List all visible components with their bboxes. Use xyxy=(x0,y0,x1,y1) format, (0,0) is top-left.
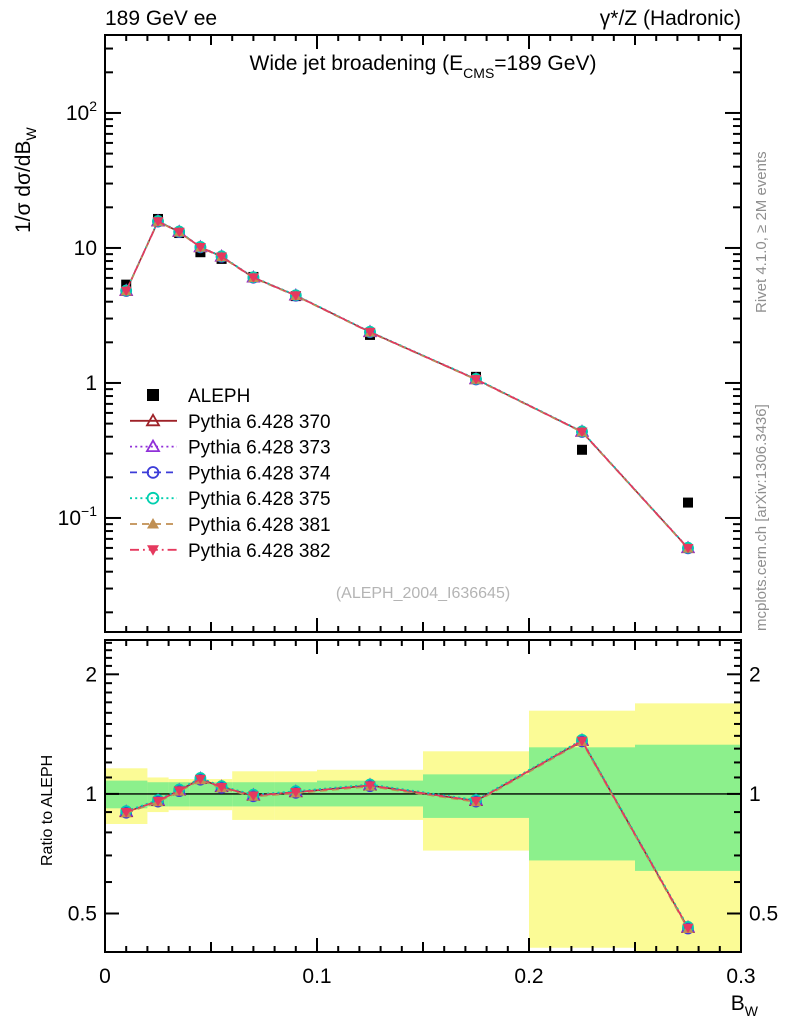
ratio-error-bands xyxy=(105,703,741,952)
legend-marker-circle-open xyxy=(146,491,160,505)
ratio-data-point xyxy=(173,786,185,796)
ratio-data-point xyxy=(152,796,164,807)
ratio-y-tick-label-right: 0.5 xyxy=(749,902,778,925)
legend-label: Pythia 6.428 382 xyxy=(188,541,331,562)
ratio-data-point xyxy=(247,791,259,802)
mc-data-point xyxy=(364,327,376,338)
legend-label: Pythia 6.428 370 xyxy=(188,412,331,433)
x-tick-label: 0.2 xyxy=(514,965,543,988)
header-left: 189 GeV ee xyxy=(105,7,217,30)
analysis-watermark: (ALEPH_2004_I636645) xyxy=(336,585,510,602)
mc-data-point xyxy=(576,427,588,438)
aleph-data-point xyxy=(577,444,587,455)
green-uncertainty-band xyxy=(635,744,741,871)
legend-marker-triangle-filled xyxy=(147,518,159,529)
mc-data-point xyxy=(247,273,259,284)
mc-data-point xyxy=(194,243,206,253)
ratio-y-axis-label: Ratio to ALEPH xyxy=(39,755,56,866)
legend-marker-triangle-down-filled xyxy=(147,545,159,556)
main-y-tick-label: 102 xyxy=(66,98,97,125)
x-axis-label: BW xyxy=(731,992,759,1019)
legend: ALEPH Pythia 6.428 370 Pythia 6.428 373 Pyt… xyxy=(130,386,331,562)
main-y-tick-label: 10 xyxy=(74,237,97,260)
ratio-data-point xyxy=(576,736,588,747)
ratio-data-point xyxy=(194,774,206,785)
plot-title: Wide jet broadening (ECMS=189 GeV) xyxy=(250,52,597,81)
ratio-data-point xyxy=(120,807,132,818)
tick-labels: 102 10 1 10−1 2 2 1 1 0.5 0.5 0 0.1 0.2 0.3 xyxy=(58,98,779,988)
header-right: γ*/Z (Hadronic) xyxy=(600,7,741,30)
x-tick-label: 0 xyxy=(99,965,111,988)
legend-marker-triangle-open xyxy=(145,438,161,452)
mc-curve-382 xyxy=(125,220,689,549)
ratio-data-point xyxy=(470,796,482,807)
mc-data-point xyxy=(173,227,185,238)
legend-marker-circle-open xyxy=(146,466,160,479)
mc-data-point xyxy=(152,217,164,227)
ratio-y-tick-label-right: 2 xyxy=(749,663,761,686)
ratio-data-point xyxy=(290,788,302,798)
legend-label: Pythia 6.428 374 xyxy=(188,463,331,484)
aleph-data-point xyxy=(683,497,693,508)
main-y-tick-label: 1 xyxy=(85,372,97,395)
mc-data-point xyxy=(290,291,302,302)
ratio-data-point xyxy=(364,781,376,791)
legend-label: Pythia 6.428 375 xyxy=(188,489,331,510)
legend-label: Pythia 6.428 373 xyxy=(188,438,331,459)
ratio-y-tick-label-right: 1 xyxy=(749,783,761,806)
ratio-data-point xyxy=(682,923,694,934)
ratio-y-tick-label: 0.5 xyxy=(68,902,97,925)
mc-data-point xyxy=(120,286,132,297)
mcplots-source-note: mcplots.cern.ch [arXiv:1306.3436] xyxy=(753,404,770,631)
main-y-axis-label: 1/σ dσ/dBW xyxy=(12,127,39,233)
rivet-version-note: Rivet 4.1.0, ≥ 2M events xyxy=(753,151,770,313)
mc-data-point xyxy=(682,543,694,554)
main-y-tick-label: 10−1 xyxy=(58,503,98,530)
ratio-data-point xyxy=(216,783,228,793)
ratio-y-tick-label: 1 xyxy=(85,783,97,806)
x-tick-label: 0.3 xyxy=(726,965,755,988)
legend-label: Pythia 6.428 381 xyxy=(188,515,331,536)
mc-data-point xyxy=(216,252,228,263)
legend-marker-square xyxy=(147,389,159,401)
legend-marker-triangle-open xyxy=(145,412,161,427)
x-tick-label: 0.1 xyxy=(302,965,331,988)
ratio-y-tick-label: 2 xyxy=(85,663,97,686)
mc-data-point xyxy=(470,375,482,385)
legend-label: ALEPH xyxy=(188,386,250,407)
chart-layer xyxy=(104,34,742,953)
